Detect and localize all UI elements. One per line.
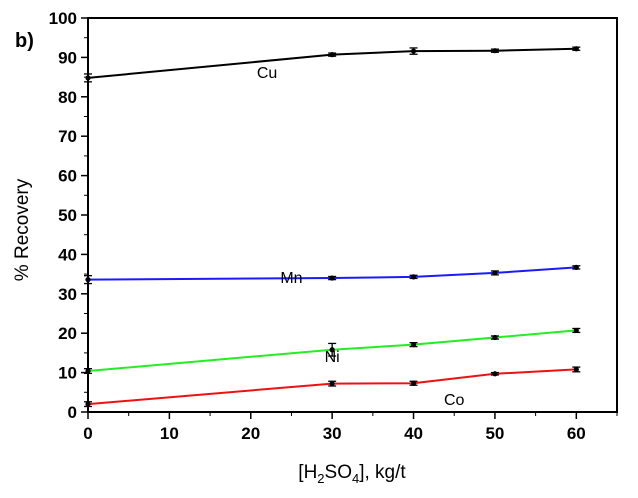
marker <box>329 347 335 353</box>
series-layer: Cu Mn Ni Co <box>84 46 581 409</box>
x-tick-label: 30 <box>323 424 342 443</box>
marker <box>410 342 417 348</box>
marker <box>329 52 335 58</box>
series-label-ni: Ni <box>325 349 340 366</box>
marker <box>329 275 335 281</box>
marker <box>410 274 417 280</box>
x-tick-label: 20 <box>241 424 260 443</box>
marker <box>492 371 498 377</box>
data-point-co <box>409 380 418 386</box>
data-point-co <box>328 380 337 387</box>
y-axis-title: % Recovery <box>12 178 33 281</box>
data-point-mn <box>572 264 581 271</box>
y-tick-label: 100 <box>49 9 77 28</box>
data-point-co <box>490 371 499 377</box>
data-point-co <box>572 366 581 373</box>
x-tick-label: 60 <box>567 424 586 443</box>
x-tick-label: 0 <box>83 424 92 443</box>
data-point-cu <box>490 48 499 54</box>
y-tick-label: 60 <box>58 167 77 186</box>
marker <box>492 334 498 341</box>
x-axis-ticks: 0 10 20 30 40 50 60 <box>83 412 618 443</box>
plot-frame <box>87 17 618 413</box>
y-tick-label: 30 <box>58 285 77 304</box>
marker <box>573 366 579 373</box>
x-axis-title-sub2: 4 <box>352 471 359 486</box>
data-point-ni <box>572 327 581 334</box>
x-tick-label: 50 <box>485 424 504 443</box>
data-point-mn <box>328 275 337 281</box>
marker <box>329 381 335 387</box>
series-label-mn: Mn <box>280 270 302 287</box>
marker <box>573 327 579 334</box>
data-point-cu <box>328 52 337 58</box>
y-tick-label: 10 <box>58 364 77 383</box>
marker <box>410 48 417 54</box>
data-point-ni <box>409 342 418 348</box>
y-tick-label: 70 <box>58 127 77 146</box>
series-label-cu: Cu <box>257 65 277 82</box>
series-line-co <box>87 368 577 406</box>
x-axis-title: [H2SO4], kg/t <box>298 462 406 486</box>
y-axis-ticks: 0 10 20 30 40 50 60 70 80 90 100 <box>49 9 88 422</box>
marker <box>410 380 417 386</box>
y-tick-label: 0 <box>68 403 77 422</box>
x-axis-title-sub1: 2 <box>317 471 324 486</box>
x-axis-title-mid: SO <box>325 462 352 483</box>
marker <box>492 48 498 54</box>
y-tick-label: 80 <box>58 88 77 107</box>
data-point-ni <box>490 334 499 341</box>
data-point-cu <box>409 47 418 55</box>
series-label-co: Co <box>444 392 465 409</box>
data-point-mn <box>409 274 418 280</box>
marker <box>573 264 579 271</box>
y-tick-label: 90 <box>58 48 77 67</box>
x-axis-title-prefix: [H <box>298 462 317 483</box>
data-point-mn <box>490 270 499 276</box>
x-tick-label: 40 <box>404 424 423 443</box>
marker <box>573 46 579 52</box>
x-tick-label: 10 <box>160 424 179 443</box>
marker <box>492 270 498 276</box>
panel-label: b) <box>15 30 34 52</box>
x-axis-title-suffix: ], kg/t <box>359 462 406 483</box>
y-tick-label: 50 <box>58 206 77 225</box>
y-tick-label: 40 <box>58 245 77 264</box>
data-point-ni <box>328 342 337 357</box>
y-tick-label: 20 <box>58 324 77 343</box>
data-point-cu <box>572 46 581 52</box>
